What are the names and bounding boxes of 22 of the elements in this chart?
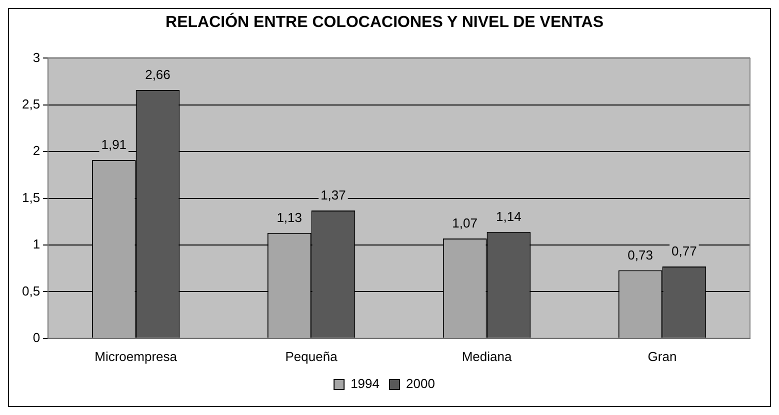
y-tick-label: 2 [32,143,40,158]
y-tick-label: 2,5 [22,96,40,112]
data-label: 1,14 [496,209,522,224]
x-tick-label: Pequeña [285,348,338,364]
x-tick-label: Mediana [462,348,512,364]
data-label: 1,07 [452,216,478,231]
data-label: 0,77 [672,244,697,259]
legend-label: 2000 [406,376,435,392]
data-label: 1,37 [320,188,346,203]
x-tick-label: Microempresa [94,348,178,364]
data-label: 1,91 [101,137,127,152]
x-tick-label: Gran [648,348,677,364]
y-tick-label: 1,5 [22,190,40,205]
legend-label: 1994 [350,376,380,392]
chart-title: RELACIÓN ENTRE COLOCACIONES Y NIVEL DE VENTAS [166,12,604,32]
y-tick-label: 1 [32,236,40,252]
data-label: 2,66 [145,67,170,82]
y-tick-label: 0 [32,330,40,345]
data-label: 0,73 [628,247,653,262]
y-tick-label: 3 [32,50,40,65]
y-tick-label: 0,5 [22,283,40,298]
data-label: 1,13 [276,210,302,225]
